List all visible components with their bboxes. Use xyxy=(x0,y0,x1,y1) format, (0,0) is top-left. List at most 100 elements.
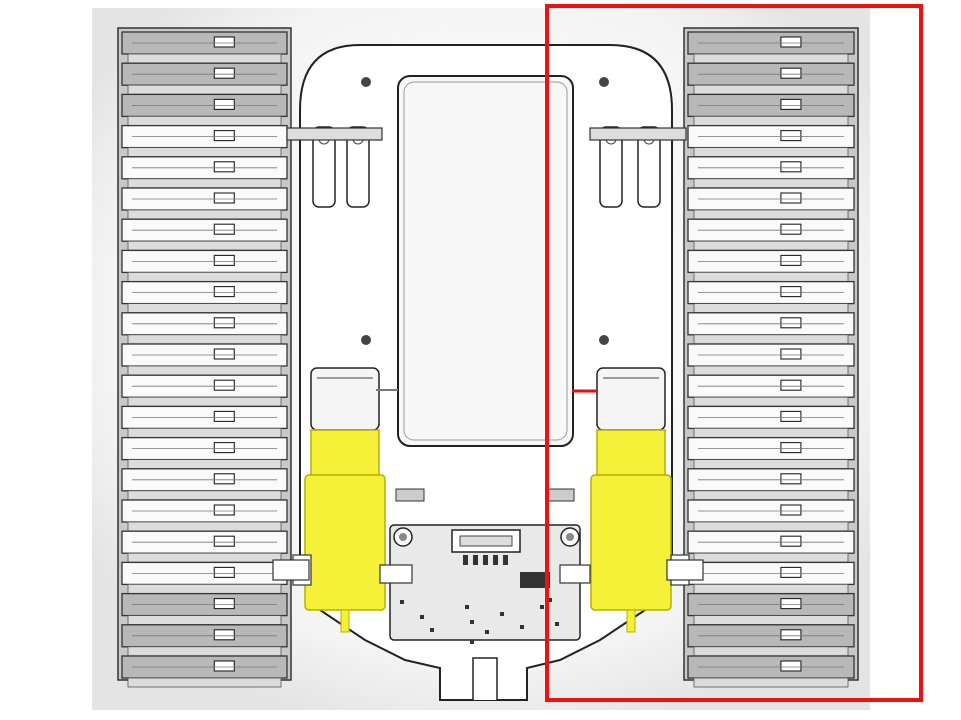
smd-part xyxy=(470,640,474,644)
track-tooth xyxy=(213,98,235,110)
mount-hole xyxy=(599,77,609,87)
smd-part xyxy=(400,600,404,604)
smd-part xyxy=(520,625,524,629)
track-gap xyxy=(127,490,282,501)
gearbox-upper xyxy=(310,429,380,481)
track-tooth xyxy=(780,130,802,142)
header-pin xyxy=(463,555,468,565)
track-tooth xyxy=(780,504,802,516)
track-gap xyxy=(127,615,282,625)
smd-part xyxy=(548,598,552,602)
track-tooth xyxy=(213,348,235,360)
switch-component xyxy=(520,572,550,588)
track-tooth xyxy=(780,67,802,79)
track-tooth xyxy=(213,317,235,329)
track-gap xyxy=(127,53,282,64)
frame-notch xyxy=(472,657,498,700)
track-tooth xyxy=(213,67,235,79)
track-gap xyxy=(127,240,282,251)
track-tooth xyxy=(213,161,235,173)
bracket-arm xyxy=(312,126,336,208)
frame-cutout xyxy=(397,75,574,447)
track-gap xyxy=(127,459,282,470)
track-gap xyxy=(127,303,282,314)
track-tooth xyxy=(780,348,802,360)
bracket-arm xyxy=(599,126,623,208)
track-tooth xyxy=(780,660,802,672)
track-tooth xyxy=(780,254,802,266)
smd-part xyxy=(470,620,474,624)
idler-brackets xyxy=(286,126,687,208)
header-pin xyxy=(483,555,488,565)
smd-part xyxy=(420,615,424,619)
motor-screw xyxy=(395,488,425,502)
shaft-hub xyxy=(666,559,704,581)
track-tooth xyxy=(213,379,235,391)
track-tooth xyxy=(780,379,802,391)
track-gap xyxy=(127,334,282,345)
mount-hole xyxy=(599,335,609,345)
track-gap xyxy=(127,677,282,688)
bracket-arm xyxy=(637,126,661,208)
smd-part xyxy=(485,630,489,634)
track-gap xyxy=(127,396,282,407)
motor-tab xyxy=(340,609,350,633)
track-tooth xyxy=(213,442,235,454)
idler-axle xyxy=(589,127,687,141)
track-tooth xyxy=(213,566,235,578)
header-pin xyxy=(493,555,498,565)
track-tooth xyxy=(780,629,802,641)
chip xyxy=(379,564,413,584)
track-tooth xyxy=(780,98,802,110)
track-gap xyxy=(127,427,282,438)
idler-axle xyxy=(286,127,383,141)
bracket-arm xyxy=(346,126,370,208)
track-tooth xyxy=(213,598,235,610)
gearbox-upper xyxy=(596,429,666,481)
track-gap xyxy=(127,178,282,189)
track-tooth xyxy=(780,473,802,485)
track-tooth xyxy=(213,223,235,235)
track-tooth xyxy=(780,192,802,204)
gearbox-lower xyxy=(304,474,386,611)
track-tooth xyxy=(213,629,235,641)
right-track xyxy=(683,27,859,688)
motor-can xyxy=(310,367,380,431)
track-gap xyxy=(127,365,282,376)
track-tooth xyxy=(213,473,235,485)
track-gap xyxy=(127,521,282,532)
track-tooth xyxy=(213,36,235,48)
motor-tab xyxy=(626,609,636,633)
track-gap xyxy=(693,677,849,688)
track-tooth xyxy=(780,566,802,578)
track-gap xyxy=(127,147,282,158)
track-tooth xyxy=(780,442,802,454)
track-tooth xyxy=(780,286,802,298)
mount-hole xyxy=(361,335,371,345)
track-tooth xyxy=(213,535,235,547)
smd-part xyxy=(465,605,469,609)
gear-motors xyxy=(272,367,704,633)
track-tooth xyxy=(213,130,235,142)
shaft-hub xyxy=(272,559,310,581)
track-tooth xyxy=(213,660,235,672)
track-gap xyxy=(127,552,282,563)
header-pin xyxy=(473,555,478,565)
track-gap xyxy=(127,84,282,95)
track-tooth xyxy=(780,410,802,422)
smd-part xyxy=(500,612,504,616)
chip xyxy=(559,564,591,584)
track-gap xyxy=(127,271,282,282)
track-tooth xyxy=(780,535,802,547)
track-tooth xyxy=(780,598,802,610)
track-tooth xyxy=(780,161,802,173)
highlight-box xyxy=(545,4,923,702)
track-gap xyxy=(127,116,282,126)
track-gap xyxy=(127,646,282,657)
driver-board xyxy=(379,524,591,644)
header-pin xyxy=(503,555,508,565)
mount-hole xyxy=(361,77,371,87)
track-tooth xyxy=(213,504,235,516)
track-tooth xyxy=(780,36,802,48)
